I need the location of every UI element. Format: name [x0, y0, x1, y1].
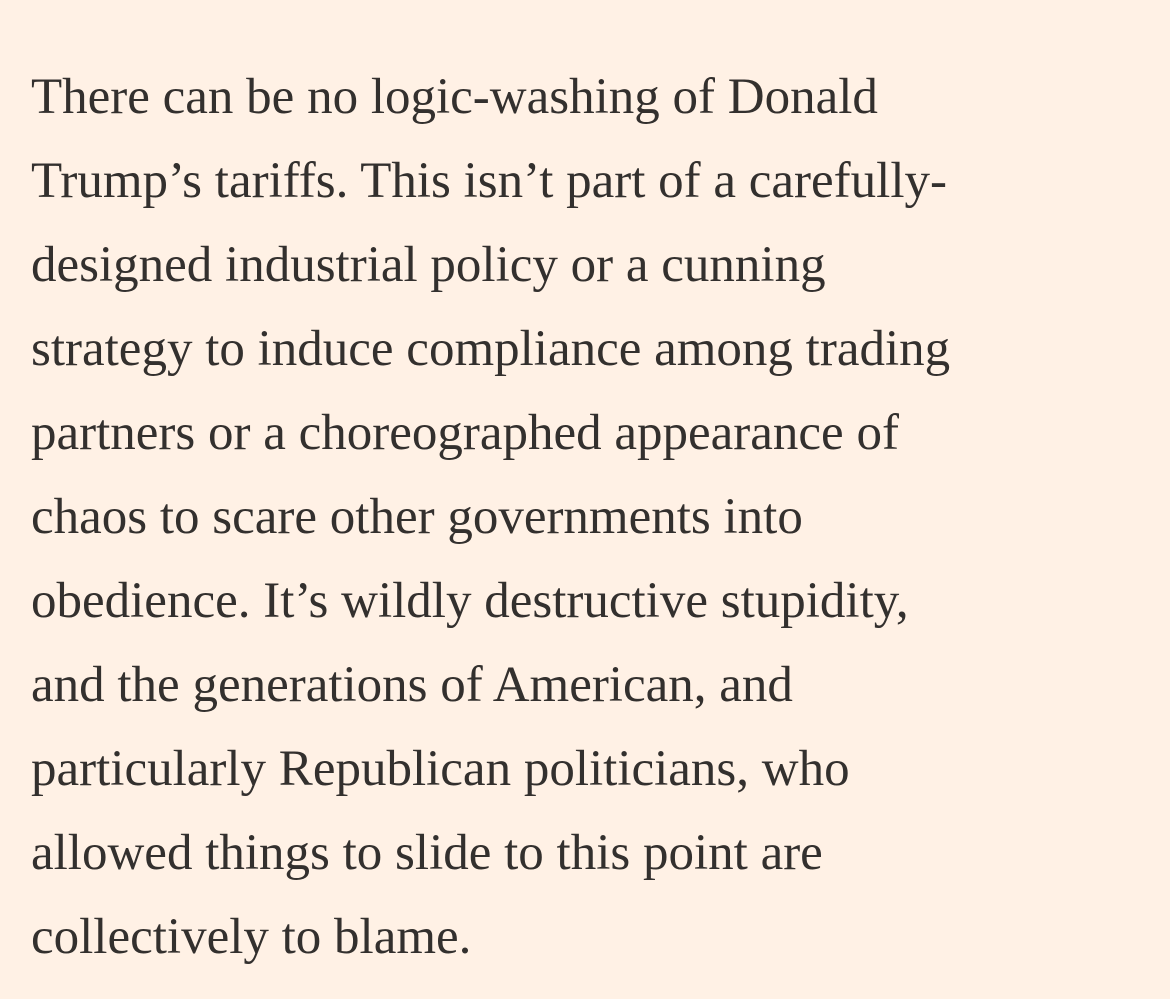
paragraph-line: designed industrial policy or a cunning: [31, 237, 826, 293]
paragraph-line: collectively to blame.: [31, 909, 472, 965]
paragraph-line: There can be no logic-washing of Donald: [31, 69, 878, 125]
paragraph-line: particularly Republican politicians, who: [31, 741, 850, 797]
article-paragraph: There can be no logic-washing of Donald …: [31, 55, 1151, 979]
paragraph-line: partners or a choreographed appearance o…: [31, 405, 899, 461]
paragraph-line: and the generations of American, and: [31, 657, 793, 713]
paragraph-line: Trump’s tariffs. This isn’t part of a ca…: [31, 153, 947, 209]
paragraph-line: allowed things to slide to this point ar…: [31, 825, 823, 881]
paragraph-line: obedience. It’s wildly destructive stupi…: [31, 573, 909, 629]
paragraph-line: strategy to induce compliance among trad…: [31, 321, 951, 377]
paragraph-line: chaos to scare other governments into: [31, 489, 803, 545]
